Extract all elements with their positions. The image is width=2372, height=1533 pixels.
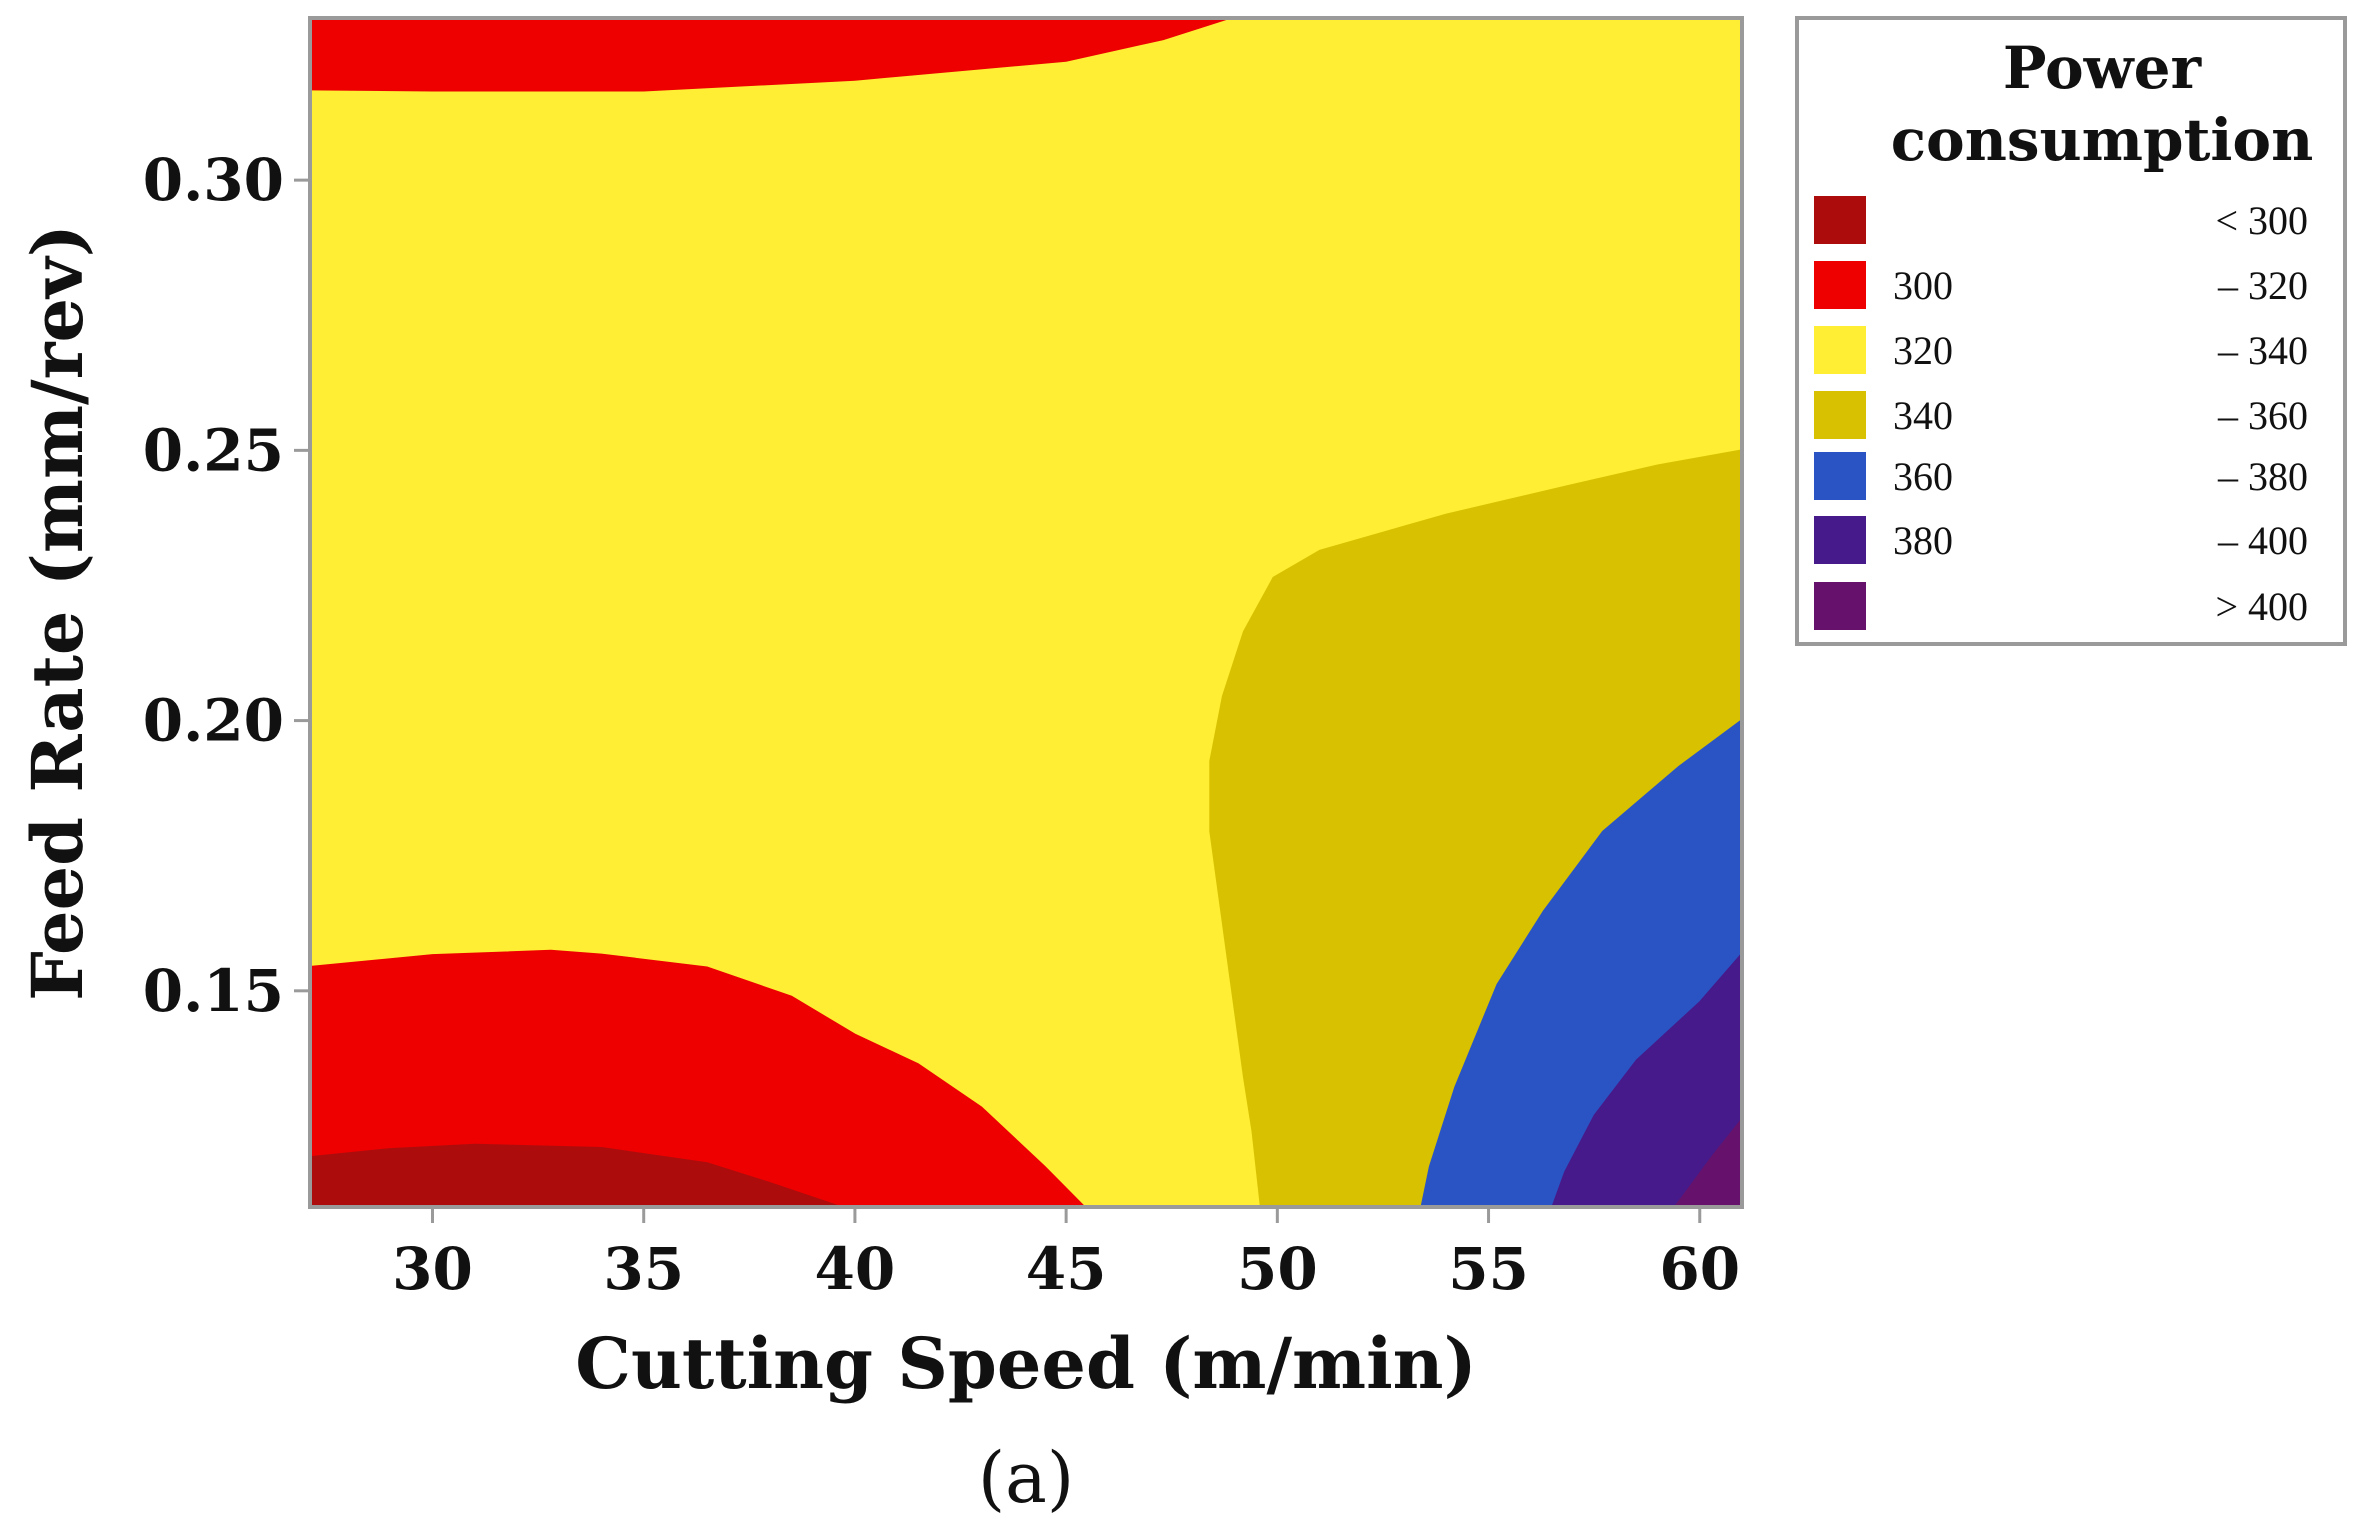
y-tick-label: 0.20	[143, 687, 284, 755]
legend-swatch	[1814, 516, 1866, 564]
legend-high-label: – 360	[2217, 393, 2308, 438]
x-tick-label: 40	[815, 1235, 896, 1303]
legend-high-label: – 380	[2217, 454, 2308, 499]
x-tick-label: 35	[603, 1235, 684, 1303]
x-axis: 30 35 40 45 50 55 60	[392, 1207, 1740, 1303]
y-axis-title: Feed Rate (mm/rev)	[16, 224, 99, 1001]
legend-high-label: – 320	[2217, 263, 2308, 308]
legend-swatch	[1814, 196, 1866, 244]
legend-swatch	[1814, 391, 1866, 439]
panel-label: (a)	[978, 1437, 1074, 1519]
legend-swatch	[1814, 582, 1866, 630]
contour-region-2	[309, 949, 1087, 1208]
legend-item: 360 – 380	[1814, 452, 2308, 500]
plot-frame	[308, 16, 1744, 1209]
x-axis-title: Cutting Speed (m/min)	[575, 1322, 1476, 1405]
y-tick-label: 0.15	[143, 957, 284, 1025]
x-tick-label: 45	[1026, 1235, 1107, 1303]
legend-low-label: 300	[1893, 263, 1953, 308]
legend-high-label: < 300	[2215, 198, 2308, 243]
legend-high-label: – 400	[2217, 518, 2308, 563]
legend-swatch	[1814, 261, 1866, 309]
legend-low-label: 340	[1893, 393, 1953, 438]
legend-swatch	[1814, 326, 1866, 374]
y-tick-label: 0.30	[143, 146, 284, 214]
legend-swatch	[1814, 452, 1866, 500]
legend-frame	[1795, 16, 2347, 646]
legend-item: < 300	[1814, 196, 2308, 244]
legend-low-label: 380	[1893, 518, 1953, 563]
contour-region-3	[309, 1143, 843, 1208]
legend-title-line-1: Power	[2003, 34, 2203, 102]
x-tick-label: 30	[392, 1235, 473, 1303]
x-tick-label: 55	[1448, 1235, 1529, 1303]
y-axis: 0.15 0.20 0.25 0.30	[143, 146, 310, 1025]
legend-item: 380 – 400	[1814, 516, 2308, 564]
legend-title-line-2: consumption	[1891, 106, 2314, 174]
contour-regions	[309, 17, 1743, 1208]
legend-item: 300 – 320	[1814, 261, 2308, 309]
legend-high-label: – 340	[2217, 328, 2308, 373]
legend-items: < 300 300 – 320 320 – 340 340 – 360 360 – 380 380…	[1814, 196, 2308, 630]
legend-high-label: > 400	[2215, 584, 2308, 629]
x-tick-label: 50	[1237, 1235, 1318, 1303]
y-tick-label: 0.25	[143, 416, 284, 484]
contour-region-1	[309, 17, 1232, 92]
legend-item: 340 – 360	[1814, 391, 2308, 439]
x-tick-label: 60	[1659, 1235, 1740, 1303]
legend-item: 320 – 340	[1814, 326, 2308, 374]
legend-item: > 400	[1814, 582, 2308, 630]
legend-low-label: 360	[1893, 454, 1953, 499]
legend-low-label: 320	[1893, 328, 1953, 373]
